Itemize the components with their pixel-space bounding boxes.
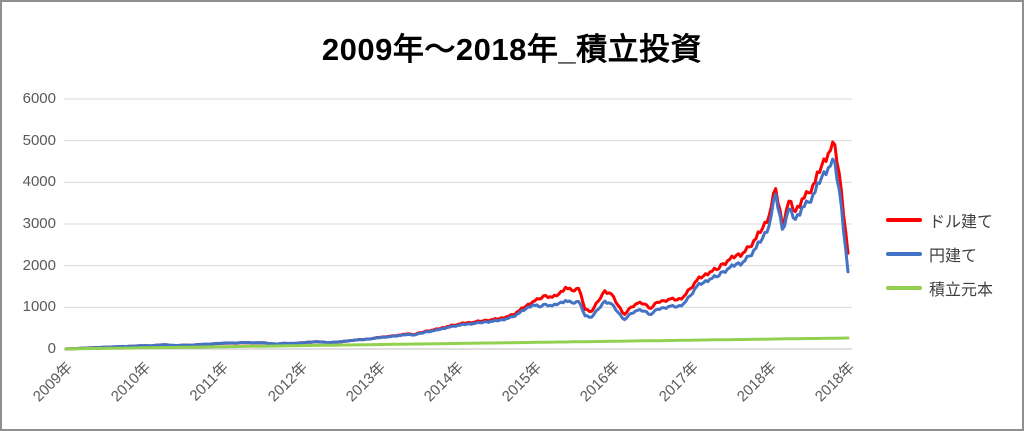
y-tick-label: 1000 bbox=[22, 298, 56, 316]
y-tick-label: 3000 bbox=[22, 215, 56, 232]
legend-label-yen: 円建て bbox=[929, 247, 978, 265]
legend-label-dollar: ドル建て bbox=[929, 213, 994, 231]
y-tick-label: 4000 bbox=[22, 173, 56, 191]
legend: ドル建て 円建て 積立元本 bbox=[886, 208, 993, 310]
legend-line-swatch-dollar bbox=[886, 217, 922, 222]
y-tick-label: 5000 bbox=[22, 131, 56, 149]
legend-item-principal: 積立元本 bbox=[886, 276, 993, 299]
legend-item-dollar: ドル建て bbox=[886, 208, 993, 231]
series-line-1 bbox=[64, 157, 850, 351]
series-line-2 bbox=[64, 336, 850, 351]
chart-title: 2009年～2018年_積立投資 bbox=[321, 32, 703, 67]
y-tick-label: 6000 bbox=[22, 90, 56, 107]
series-line-0 bbox=[64, 140, 850, 351]
y-tick-label: 0 bbox=[47, 340, 56, 357]
legend-line-swatch-yen bbox=[886, 251, 922, 256]
legend-label-principal: 積立元本 bbox=[929, 281, 994, 299]
y-tick-label: 2000 bbox=[22, 256, 56, 274]
legend-item-yen: 円建て bbox=[886, 242, 993, 265]
legend-line-swatch-principal bbox=[886, 285, 922, 290]
